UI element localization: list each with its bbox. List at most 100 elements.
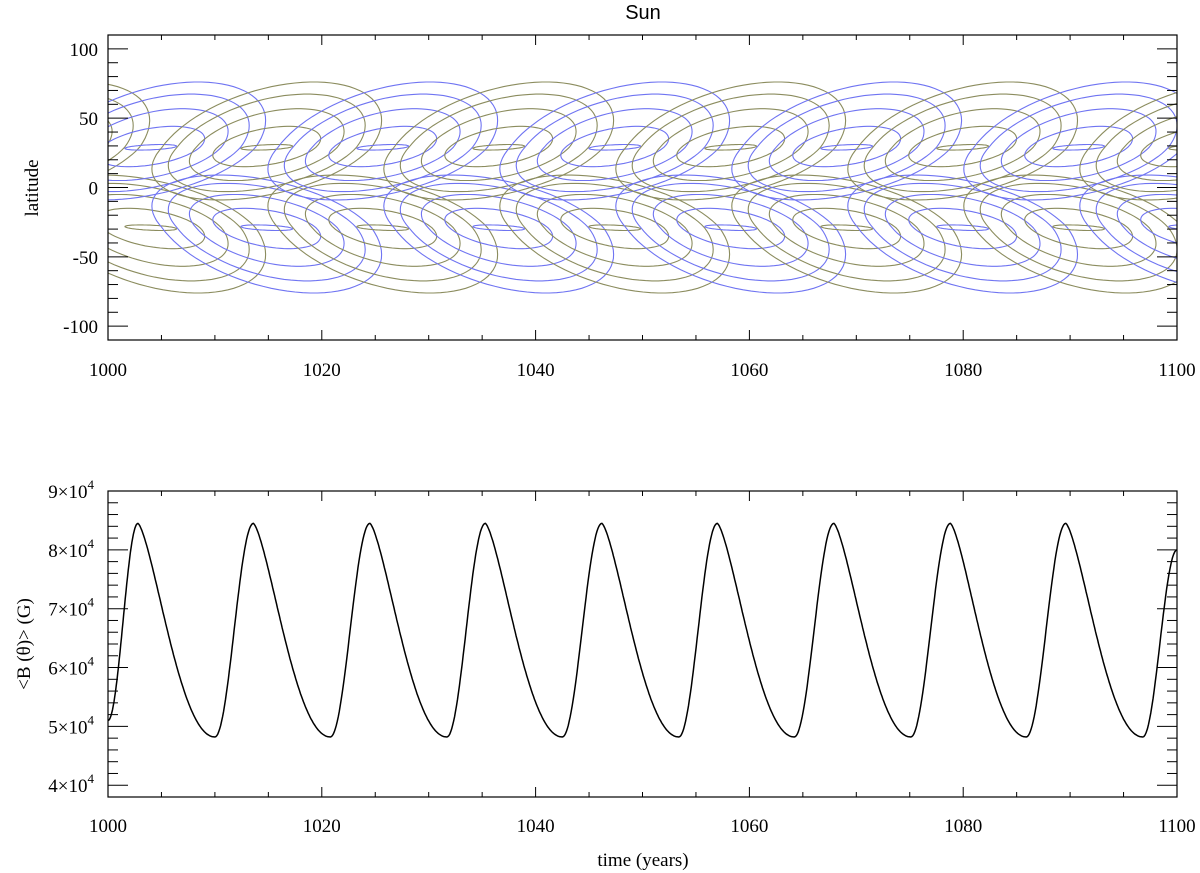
- contour-north: [1000, 108, 1157, 182]
- contour-south: [151, 174, 383, 294]
- y-tick-label-bottom: 8×104: [48, 536, 94, 562]
- contour-south: [188, 193, 345, 267]
- x-tick-label-top: 1100: [1158, 360, 1195, 381]
- contour-south: [615, 174, 847, 294]
- y-tick-label-bottom: 6×104: [48, 654, 94, 680]
- contour-north: [863, 93, 1062, 193]
- contour-north: [283, 93, 482, 193]
- y-tick-label-top: 50: [79, 109, 98, 130]
- x-tick-label-bottom: 1100: [1158, 816, 1195, 837]
- contour-south: [1116, 193, 1177, 259]
- contour-north: [9, 145, 61, 151]
- contour-south: [652, 193, 809, 267]
- contour-north: [704, 143, 758, 151]
- contour-south: [884, 193, 1041, 267]
- contour-south: [383, 174, 615, 294]
- x-tick-label-bottom: 1040: [517, 816, 555, 837]
- contour-south: [1052, 224, 1105, 232]
- y-tick-label-bottom: 4×104: [48, 771, 94, 797]
- contour-north: [820, 143, 874, 151]
- y-tick-label-bottom: 5×104: [48, 712, 94, 738]
- contour-south: [747, 182, 946, 282]
- contour-south: [979, 182, 1177, 282]
- contour-south: [1079, 174, 1177, 284]
- series-line-mean-field: [107, 522, 1178, 738]
- contour-north: [356, 143, 410, 151]
- contour-north: [1140, 131, 1177, 168]
- y-tick-labels-top: 100 50 0 -50 -100: [63, 40, 98, 338]
- contour-north: [1095, 102, 1177, 193]
- contour-north: [167, 93, 366, 193]
- tick-marks-top: [107, 35, 1178, 340]
- contour-north: [588, 143, 642, 151]
- contour-north: [615, 81, 847, 201]
- contour-north: [108, 83, 151, 172]
- y-axis-label-mean-field: <B (θ)> (G): [14, 598, 35, 690]
- contour-north: [747, 93, 946, 193]
- x-tick-label-bottom: 1080: [944, 816, 982, 837]
- contour-south: [328, 207, 438, 250]
- contour-north: [108, 81, 267, 201]
- contour-south: [515, 182, 714, 282]
- contour-south: [108, 207, 206, 250]
- y-tick-labels-bottom: 9×104 8×104 7×104 6×104 5×104 4×104: [48, 477, 94, 797]
- x-tick-label-bottom: 1000: [89, 816, 127, 837]
- contour-south: [676, 207, 786, 250]
- contour-north: [108, 108, 229, 182]
- contour-south: [108, 174, 267, 294]
- contour-north: [188, 108, 345, 182]
- contour-north: [383, 81, 615, 201]
- contour-south: [1000, 193, 1157, 267]
- x-tick-labels-top: 1000 1020 1040 1060 1080 1100: [89, 360, 1196, 381]
- contour-north: [1052, 143, 1105, 151]
- x-tick-label-top: 1080: [944, 360, 982, 381]
- contour-north: [676, 125, 786, 168]
- y-tick-label-top: 0: [89, 179, 99, 200]
- contour-south: [240, 224, 294, 232]
- y-tick-label-bottom: 9×104: [48, 477, 94, 503]
- x-tick-label-top: 1000: [89, 360, 127, 381]
- contour-south: [1140, 207, 1177, 244]
- contour-south: [536, 193, 693, 267]
- contour-south: [1168, 224, 1177, 230]
- y-tick-label-top: -50: [73, 248, 98, 269]
- contour-south: [820, 224, 874, 232]
- contour-north: [936, 143, 990, 151]
- contour-south: [704, 224, 758, 232]
- contour-north: [536, 108, 693, 182]
- contour-north: [652, 108, 809, 182]
- plot-frame-bottom: [107, 490, 1178, 798]
- contour-south: [283, 182, 482, 282]
- contour-north: [768, 108, 925, 182]
- contour-south: [847, 174, 1079, 294]
- contour-north: [1168, 145, 1177, 151]
- butterfly-panel: Sun 1000 1020 1040 1060 1080 1100 100 50 0 -50 -1…: [9, 2, 1200, 381]
- contour-south: [863, 182, 1062, 282]
- contour-south: [420, 193, 577, 267]
- contour-south: [499, 174, 731, 294]
- contour-south: [108, 193, 229, 267]
- x-axis-label-time: time (years): [597, 850, 688, 871]
- contour-south: [1095, 182, 1177, 273]
- contour-south: [124, 224, 178, 232]
- contour-north: [399, 93, 598, 193]
- contour-group: [9, 81, 1200, 294]
- contour-north: [560, 125, 670, 168]
- x-tick-label-top: 1040: [517, 360, 555, 381]
- contour-north: [515, 93, 714, 193]
- y-axis-label-latitude: latitude: [22, 160, 43, 217]
- contour-north: [472, 143, 526, 151]
- contour-south: [560, 207, 670, 250]
- contour-south: [1196, 175, 1200, 293]
- tick-marks-bottom: [107, 490, 1178, 797]
- contour-south: [399, 182, 598, 282]
- contour-south: [731, 174, 963, 294]
- contour-south: [963, 174, 1177, 294]
- contour-north: [499, 81, 731, 201]
- contour-north: [631, 93, 830, 193]
- contour-north: [240, 143, 294, 151]
- contour-north: [847, 81, 1079, 201]
- contour-north: [108, 125, 206, 168]
- contour-south: [936, 224, 990, 232]
